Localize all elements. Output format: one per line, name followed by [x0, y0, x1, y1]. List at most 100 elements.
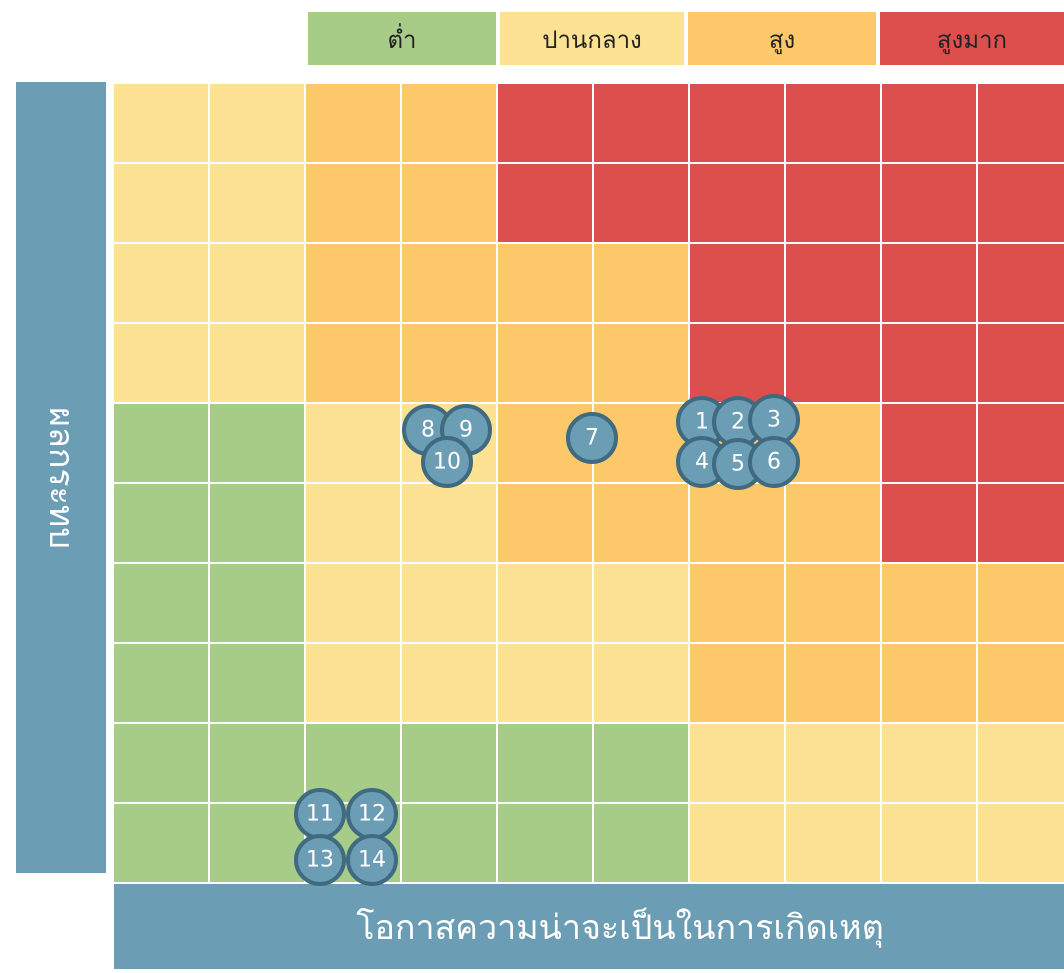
- cell: [402, 724, 496, 802]
- cell: [594, 564, 688, 642]
- cell: [786, 324, 880, 402]
- cell: [210, 564, 304, 642]
- legend-label: สูงมาก: [937, 26, 1007, 55]
- cell: [114, 724, 208, 802]
- marker: [566, 412, 618, 464]
- cell: [786, 84, 880, 162]
- cell: [498, 244, 592, 322]
- marker: [421, 436, 473, 488]
- legend-label: ต่ำ: [387, 23, 416, 54]
- cell: [978, 404, 1064, 482]
- cell: [978, 484, 1064, 562]
- cell: [690, 804, 784, 882]
- cell: [402, 484, 496, 562]
- cell: [402, 324, 496, 402]
- cell: [498, 84, 592, 162]
- cell: [882, 564, 976, 642]
- marker-label: 7: [585, 426, 599, 451]
- cell: [306, 324, 400, 402]
- cell: [114, 324, 208, 402]
- cell: [402, 164, 496, 242]
- cell: [978, 324, 1064, 402]
- cell: [786, 564, 880, 642]
- cell: [786, 164, 880, 242]
- cell: [786, 404, 880, 482]
- legend-medium: [500, 12, 684, 65]
- marker-label: 9: [459, 418, 473, 443]
- cell: [690, 644, 784, 722]
- cell: [114, 804, 208, 882]
- cell: [306, 484, 400, 562]
- cell: [498, 164, 592, 242]
- cell: [690, 484, 784, 562]
- cell: [882, 724, 976, 802]
- cell: [210, 804, 304, 882]
- cell: [690, 324, 784, 402]
- marker-label: 1: [695, 410, 709, 435]
- cell: [978, 164, 1064, 242]
- cell: [594, 244, 688, 322]
- marker: [294, 834, 346, 886]
- cell: [402, 84, 496, 162]
- marker-label: 14: [358, 848, 386, 873]
- legend-label: สูง: [769, 26, 795, 55]
- cell: [210, 644, 304, 722]
- cell: [786, 644, 880, 722]
- cell: [786, 244, 880, 322]
- cell: [786, 804, 880, 882]
- cell: [114, 164, 208, 242]
- cell: [114, 84, 208, 162]
- marker-label: 3: [767, 408, 781, 433]
- cell: [882, 804, 976, 882]
- cell: [786, 484, 880, 562]
- cell: [498, 804, 592, 882]
- cell: [210, 324, 304, 402]
- marker-label: 4: [695, 450, 709, 475]
- marker-label: 12: [358, 802, 386, 827]
- marker: [346, 834, 398, 886]
- marker: [748, 436, 800, 488]
- legend-high: [688, 12, 876, 65]
- cell: [306, 244, 400, 322]
- cell: [498, 724, 592, 802]
- cell: [210, 404, 304, 482]
- legend-very-high: [880, 12, 1064, 65]
- cell: [498, 644, 592, 722]
- cell: [306, 84, 400, 162]
- cell: [498, 484, 592, 562]
- cell: [978, 84, 1064, 162]
- marker-label: 8: [421, 418, 435, 443]
- x-axis-label: โอกาสความน่าจะเป็นในการเกิดเหตุ: [356, 907, 884, 948]
- marker-label: 5: [731, 452, 745, 477]
- cell: [306, 164, 400, 242]
- cell: [882, 644, 976, 722]
- cell: [690, 164, 784, 242]
- marker-label: 10: [433, 450, 461, 475]
- cell: [306, 564, 400, 642]
- cell: [114, 244, 208, 322]
- legend-label: ปานกลาง: [542, 26, 642, 54]
- y-axis-bar: [16, 82, 106, 873]
- cell: [882, 484, 976, 562]
- cell: [114, 404, 208, 482]
- x-axis-bar: [114, 884, 1064, 969]
- cell: [690, 564, 784, 642]
- cell: [690, 244, 784, 322]
- cell: [114, 644, 208, 722]
- cell: [978, 244, 1064, 322]
- cell: [882, 244, 976, 322]
- cell: [978, 804, 1064, 882]
- cell: [402, 644, 496, 722]
- cell: [882, 84, 976, 162]
- cell: [978, 644, 1064, 722]
- cells: [114, 84, 1064, 882]
- marker-label: 6: [767, 450, 781, 475]
- cell: [594, 164, 688, 242]
- cell: [114, 484, 208, 562]
- cell: [210, 164, 304, 242]
- cell: [978, 724, 1064, 802]
- cell: [594, 724, 688, 802]
- marker-label: 2: [731, 410, 745, 435]
